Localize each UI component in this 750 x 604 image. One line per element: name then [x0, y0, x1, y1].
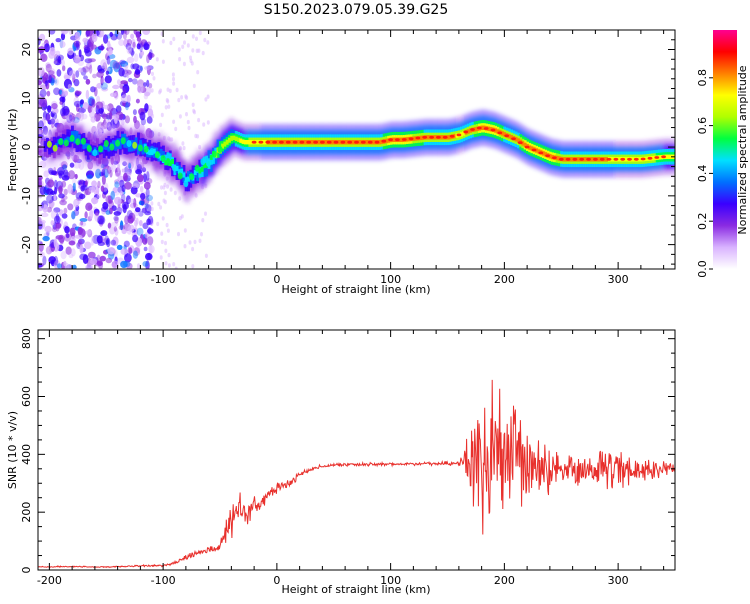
- spectrogram-ridge-core: [46, 126, 666, 187]
- snr-x-ticks: -200 -100 0 100 200 300: [37, 330, 665, 587]
- colorbar-tick-label: 0.8: [696, 69, 709, 87]
- colorbar-tick-label: 0.6: [696, 117, 709, 135]
- y-tick-label: 10: [20, 91, 33, 105]
- y-tick-label: -10: [20, 187, 33, 205]
- y-tick-label: 200: [20, 502, 33, 523]
- snr-x-axis-label: Height of straight line (km): [281, 583, 430, 596]
- spectrogram-heatmap: [38, 30, 675, 269]
- x-tick-label: -200: [37, 273, 62, 286]
- spectrogram-y-axis-label: Frequency (Hz): [6, 109, 19, 192]
- colorbar-ticks: 0.0 0.2 0.4 0.6 0.8: [696, 69, 713, 278]
- x-tick-label: 100: [380, 273, 401, 286]
- snr-y-axis-label: SNR (10 * v/v): [6, 411, 19, 489]
- spectrogram-x-axis-label: Height of straight line (km): [281, 283, 430, 296]
- spectrogram-y-ticks: -20 -10 0 10 20: [20, 29, 675, 265]
- snr-line: [38, 379, 675, 569]
- y-tick-label: 400: [20, 444, 33, 465]
- x-tick-label: -100: [151, 574, 176, 587]
- colorbar-tick-label: 0.0: [696, 260, 709, 278]
- x-tick-label: 300: [608, 273, 629, 286]
- x-tick-label: 0: [273, 574, 280, 587]
- spectrogram-frame: [37, 29, 676, 270]
- snr-background: [38, 330, 675, 570]
- colorbar: 0.0 0.2 0.4 0.6 0.8 Normalized spectral ampl…: [696, 30, 749, 278]
- snr-series: [38, 379, 675, 569]
- x-tick-label: 200: [494, 273, 515, 286]
- colorbar-gradient: [713, 30, 737, 269]
- x-tick-label: -200: [37, 574, 62, 587]
- colorbar-tick-label: 0.2: [696, 212, 709, 230]
- snr-panel: -200 -100 0 100 200 300 0 200 400 600 800 Height …: [6, 328, 676, 596]
- y-tick-label: 20: [20, 43, 33, 57]
- x-tick-label: 300: [608, 574, 629, 587]
- x-tick-label: 100: [380, 574, 401, 587]
- colorbar-tick-label: 0.4: [696, 165, 709, 183]
- snr-y-ticks: 0 200 400 600 800: [20, 328, 675, 574]
- figure-title: S150.2023.079.05.39.G25: [264, 2, 449, 18]
- x-tick-label: -100: [151, 273, 176, 286]
- snr-frame: [37, 329, 676, 571]
- y-tick-label: 800: [20, 328, 33, 349]
- y-tick-label: -20: [20, 236, 33, 254]
- x-tick-label: 0: [273, 273, 280, 286]
- y-tick-label: 0: [20, 144, 33, 151]
- y-tick-label: 0: [20, 567, 33, 574]
- colorbar-label: Normalized spectral amplitude: [736, 65, 749, 234]
- x-tick-label: 200: [494, 574, 515, 587]
- y-tick-label: 600: [20, 386, 33, 407]
- spectrogram-x-ticks: -200 -100 0 100 200 300: [37, 30, 665, 286]
